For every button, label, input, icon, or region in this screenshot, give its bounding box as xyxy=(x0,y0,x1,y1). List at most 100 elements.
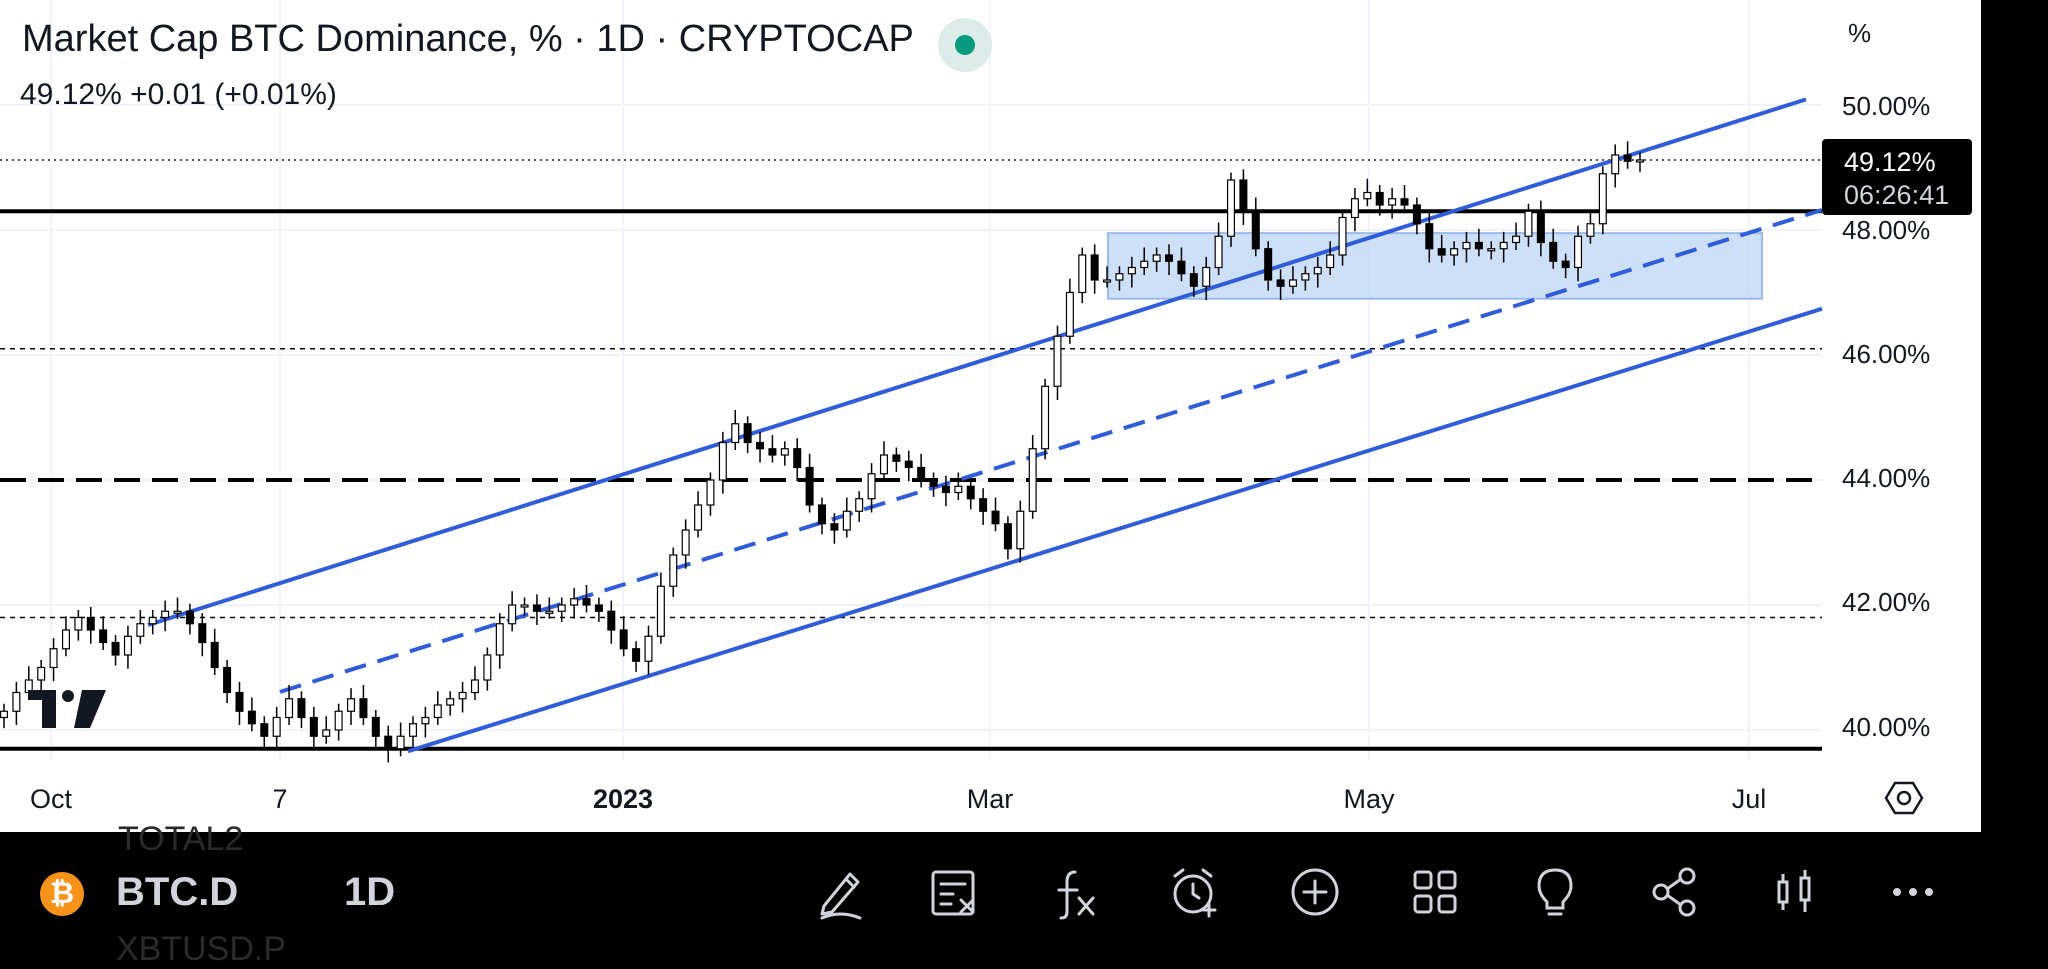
share-icon[interactable] xyxy=(1645,862,1705,922)
candle-up xyxy=(1028,448,1037,512)
candle-down xyxy=(1177,260,1186,275)
candle-down xyxy=(1549,241,1558,262)
candle-down xyxy=(1276,279,1285,287)
time-scale-label: Oct xyxy=(29,784,73,814)
candle-up xyxy=(1226,179,1236,237)
candle-up xyxy=(1598,173,1607,225)
candle-up xyxy=(347,698,356,712)
candle-down xyxy=(582,598,591,606)
drawing-tools-icon[interactable] xyxy=(810,862,870,922)
add-icon[interactable] xyxy=(1285,862,1345,922)
alerts-icon[interactable] xyxy=(1165,862,1225,922)
candle-down xyxy=(929,479,938,487)
candle-up xyxy=(49,648,58,669)
candle-up xyxy=(0,710,9,719)
candle-up xyxy=(136,623,145,637)
candle-up xyxy=(855,498,864,512)
chart-area[interactable]: Market Cap BTC Dominance, % · 1D · CRYPT… xyxy=(0,0,1981,832)
candle-down xyxy=(1189,273,1198,287)
candle-down xyxy=(817,504,827,525)
candle-up xyxy=(644,635,653,662)
candle-up xyxy=(37,666,46,681)
scale-settings-icon[interactable] xyxy=(1884,778,1924,818)
tradingview-logo-icon xyxy=(28,690,106,728)
layouts-icon[interactable] xyxy=(1405,862,1465,922)
watchlist-icon[interactable] xyxy=(925,862,985,922)
ideas-icon[interactable] xyxy=(1525,862,1585,922)
candle-up xyxy=(706,479,715,506)
symbol-selector[interactable]: BTC.D xyxy=(116,870,239,914)
candle-up xyxy=(1487,248,1496,252)
candle-up xyxy=(470,679,479,694)
candle-down xyxy=(830,523,839,531)
candle-down xyxy=(1239,179,1248,212)
symbol-list-item-above[interactable]: TOTAL2 xyxy=(118,820,244,858)
candle-down xyxy=(941,485,950,494)
candle-down xyxy=(1165,254,1174,262)
candle-up xyxy=(669,554,678,587)
candle-up xyxy=(1586,223,1595,237)
candle-up xyxy=(1103,279,1112,283)
candle-down xyxy=(371,716,380,737)
time-scale-label: Mar xyxy=(966,784,1014,814)
candle-up xyxy=(458,691,467,700)
candle-up xyxy=(1462,241,1471,250)
bottom-toolbar: TOTAL2 XBTUSD.P ₿ BTC.D 1D xyxy=(0,820,2048,968)
candle-up xyxy=(1350,198,1359,219)
candle-up xyxy=(1016,510,1025,550)
candle-up xyxy=(1301,273,1310,281)
candle-down xyxy=(917,466,926,481)
candle-up xyxy=(867,473,876,500)
candle-up xyxy=(879,454,888,475)
time-scale-label: Jul xyxy=(1731,784,1767,814)
candle-up xyxy=(557,604,566,612)
candle-down xyxy=(359,698,368,719)
candle-up xyxy=(1326,254,1335,269)
candle-down xyxy=(1437,248,1446,256)
candle-down xyxy=(991,510,1000,525)
candle-down xyxy=(1425,223,1434,250)
symbol-list-item-below[interactable]: XBTUSD.P xyxy=(116,930,287,968)
price-chart[interactable] xyxy=(0,0,1981,832)
candle-up xyxy=(421,716,430,725)
candle-up xyxy=(123,635,132,656)
candle-up xyxy=(731,423,740,444)
candle-up xyxy=(954,485,963,494)
candle-up xyxy=(508,604,517,625)
candle-down xyxy=(1251,210,1260,250)
chart-type-icon[interactable] xyxy=(1765,862,1825,922)
indicators-icon[interactable] xyxy=(1045,862,1105,922)
candle-up xyxy=(780,448,789,456)
candle-up xyxy=(1512,235,1521,244)
candle-up xyxy=(1524,210,1533,237)
candle-up xyxy=(1611,154,1620,175)
candle-up xyxy=(1041,385,1050,450)
candle-up xyxy=(1140,260,1149,269)
more-options-icon[interactable] xyxy=(1883,862,1943,922)
candle-up xyxy=(12,691,21,712)
price-scale-unit: % xyxy=(1848,18,1872,48)
time-scale-label: May xyxy=(1343,784,1395,814)
candle-down xyxy=(743,423,752,444)
candle-up xyxy=(272,716,281,737)
candle-down xyxy=(111,641,120,656)
candle-down xyxy=(607,610,616,631)
candle-up xyxy=(483,654,492,681)
candle-up xyxy=(1214,235,1223,269)
candle-down xyxy=(805,466,814,506)
candle-up xyxy=(1288,279,1297,287)
bar-countdown: 06:26:41 xyxy=(1844,180,1950,210)
interval-selector[interactable]: 1D xyxy=(344,870,396,914)
candle-down xyxy=(1003,523,1012,550)
price-scale-label: 40.00% xyxy=(1842,712,1931,742)
chart-title: Market Cap BTC Dominance, % · 1D · CRYPT… xyxy=(22,18,914,60)
candle-up xyxy=(161,610,170,619)
price-scale-label: 46.00% xyxy=(1842,339,1931,369)
candle-up xyxy=(446,698,455,706)
candle-up xyxy=(396,735,405,750)
status-dot-icon xyxy=(955,35,975,55)
candle-up xyxy=(61,629,70,650)
market-status-indicator[interactable] xyxy=(938,18,992,72)
candle-down xyxy=(979,498,988,512)
channel-median-line xyxy=(279,208,1823,694)
